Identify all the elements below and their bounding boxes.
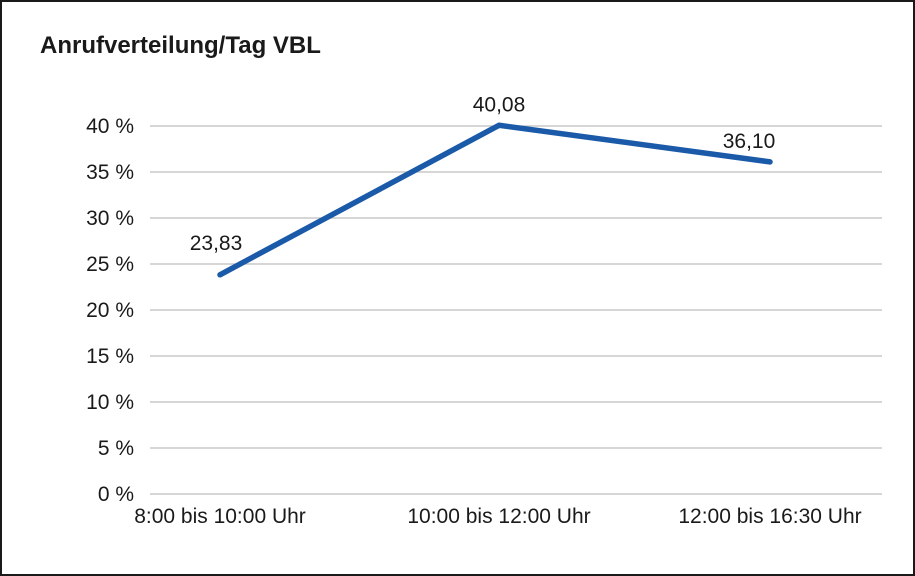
y-tick-label: 25 % xyxy=(86,253,134,276)
x-tick-label: 10:00 bis 12:00 Uhr xyxy=(407,505,590,528)
y-tick-label: 30 % xyxy=(86,207,134,230)
y-tick-label: 5 % xyxy=(98,437,134,460)
data-label: 36,10 xyxy=(723,130,776,153)
y-tick-label: 20 % xyxy=(86,299,134,322)
data-label: 40,08 xyxy=(473,93,526,116)
x-tick-label: 12:00 bis 16:30 Uhr xyxy=(678,505,861,528)
chart-title: Anrufverteilung/Tag VBL xyxy=(40,32,321,59)
y-tick-label: 15 % xyxy=(86,345,134,368)
data-label: 23,83 xyxy=(190,232,243,255)
y-tick-label: 0 % xyxy=(98,483,134,506)
x-tick-label: 8:00 bis 10:00 Uhr xyxy=(134,505,306,528)
data-series-line xyxy=(217,122,773,278)
y-tick-label: 40 % xyxy=(86,115,134,138)
y-tick-label: 35 % xyxy=(86,161,134,184)
y-tick-label: 10 % xyxy=(86,391,134,414)
